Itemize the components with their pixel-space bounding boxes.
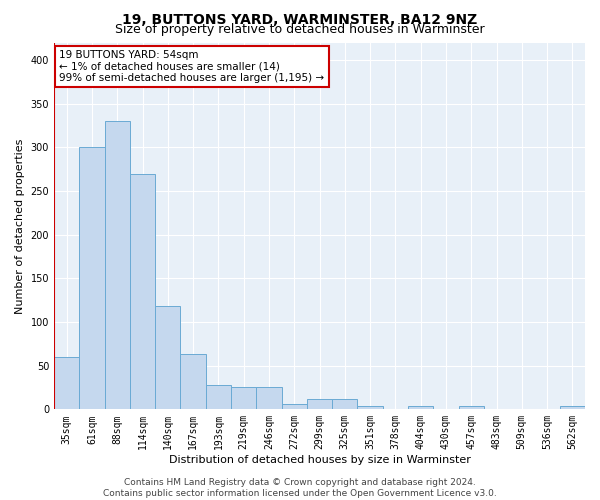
- Bar: [54, 357, 79, 410]
- Bar: [231, 386, 256, 409]
- Bar: [307, 399, 332, 409]
- Bar: [79, 148, 104, 410]
- Bar: [206, 385, 231, 409]
- Bar: [130, 174, 155, 410]
- Text: 19, BUTTONS YARD, WARMINSTER, BA12 9NZ: 19, BUTTONS YARD, WARMINSTER, BA12 9NZ: [122, 12, 478, 26]
- Bar: [155, 306, 181, 410]
- Bar: [458, 406, 484, 409]
- Bar: [104, 121, 130, 410]
- Text: Size of property relative to detached houses in Warminster: Size of property relative to detached ho…: [115, 22, 485, 36]
- Bar: [358, 406, 383, 409]
- Bar: [560, 406, 585, 409]
- Y-axis label: Number of detached properties: Number of detached properties: [15, 138, 25, 314]
- Bar: [408, 406, 433, 409]
- Text: Contains HM Land Registry data © Crown copyright and database right 2024.
Contai: Contains HM Land Registry data © Crown c…: [103, 478, 497, 498]
- Bar: [181, 354, 206, 410]
- Bar: [332, 399, 358, 409]
- X-axis label: Distribution of detached houses by size in Warminster: Distribution of detached houses by size …: [169, 455, 470, 465]
- Bar: [256, 386, 281, 409]
- Text: 19 BUTTONS YARD: 54sqm
← 1% of detached houses are smaller (14)
99% of semi-deta: 19 BUTTONS YARD: 54sqm ← 1% of detached …: [59, 50, 325, 83]
- Bar: [281, 404, 307, 409]
